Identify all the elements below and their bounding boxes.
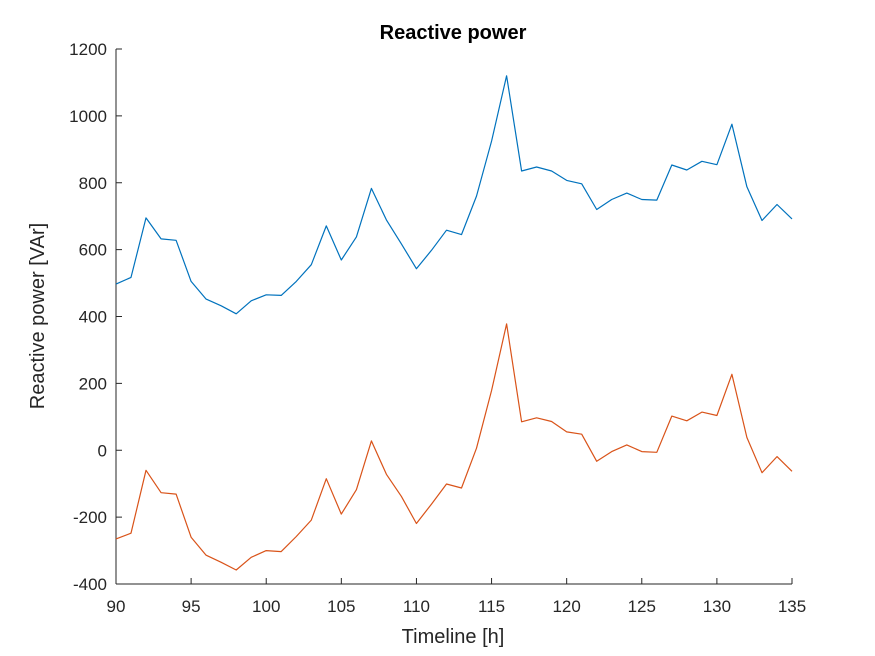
y-tick-label: 0 [98,441,107,460]
x-tick-label: 100 [252,597,280,616]
plot-area: -400 -200 0 200 400 600 800 1000 1200 90 95 100 105… [69,40,806,616]
y-tick-label: -200 [73,508,107,527]
chart-title: Reactive power [380,22,527,44]
x-tick-label: 105 [327,597,355,616]
y-tick-label: 800 [79,174,107,193]
y-tick-label: -400 [73,575,107,594]
y-tick-label: 400 [79,308,107,327]
x-tick-label: 90 [107,597,126,616]
x-tick-label: 95 [182,597,201,616]
x-tick-label: 120 [552,597,580,616]
x-tick-label: 115 [478,597,505,616]
x-tick-label: 130 [703,597,731,616]
series-line-2 [115,323,793,571]
y-tick-label: 1000 [69,107,107,126]
x-tick-label: 125 [628,597,656,616]
x-tick-label: 110 [403,597,430,616]
y-tick-label: 200 [79,374,107,393]
y-tick-label: 600 [79,241,107,260]
y-tick-label: 1200 [69,40,107,59]
series-layer [115,75,793,571]
series-line-1 [115,75,793,315]
y-axis-label: Reactive power [VAr] [27,223,49,409]
x-axis: 90 95 100 105 110 115 120 125 130 135 [107,578,806,616]
x-tick-label: 135 [778,597,806,616]
y-axis: -400 -200 0 200 400 600 800 1000 1200 [69,40,122,594]
x-axis-label: Timeline [h] [402,626,505,648]
